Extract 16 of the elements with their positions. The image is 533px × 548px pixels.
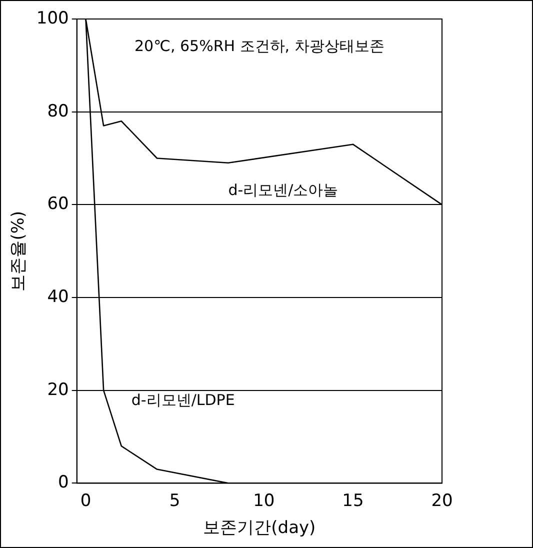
y-tick-label: 80 — [47, 101, 69, 122]
y-tick-label: 40 — [47, 286, 69, 307]
annotation: 20℃, 65%RH 조건하, 차광상태보존 — [134, 36, 384, 55]
x-axis-title: 보존기간(day) — [203, 518, 316, 538]
y-tick-label: 0 — [58, 472, 69, 493]
y-tick-label: 60 — [47, 194, 69, 214]
x-tick-label: 15 — [342, 490, 364, 511]
y-axis-title: 보존율(%) — [8, 210, 29, 292]
x-tick-label: 0 — [80, 490, 92, 511]
series-label: d-리모넨/LDPE — [131, 390, 235, 409]
x-tick-label: 10 — [253, 490, 275, 511]
series-label: d-리모넨/소아놀 — [228, 180, 338, 199]
y-tick-label: 100 — [36, 8, 69, 28]
x-tick-label: 5 — [169, 490, 180, 511]
y-tick-label: 20 — [47, 380, 69, 400]
x-tick-label: 20 — [431, 490, 453, 511]
